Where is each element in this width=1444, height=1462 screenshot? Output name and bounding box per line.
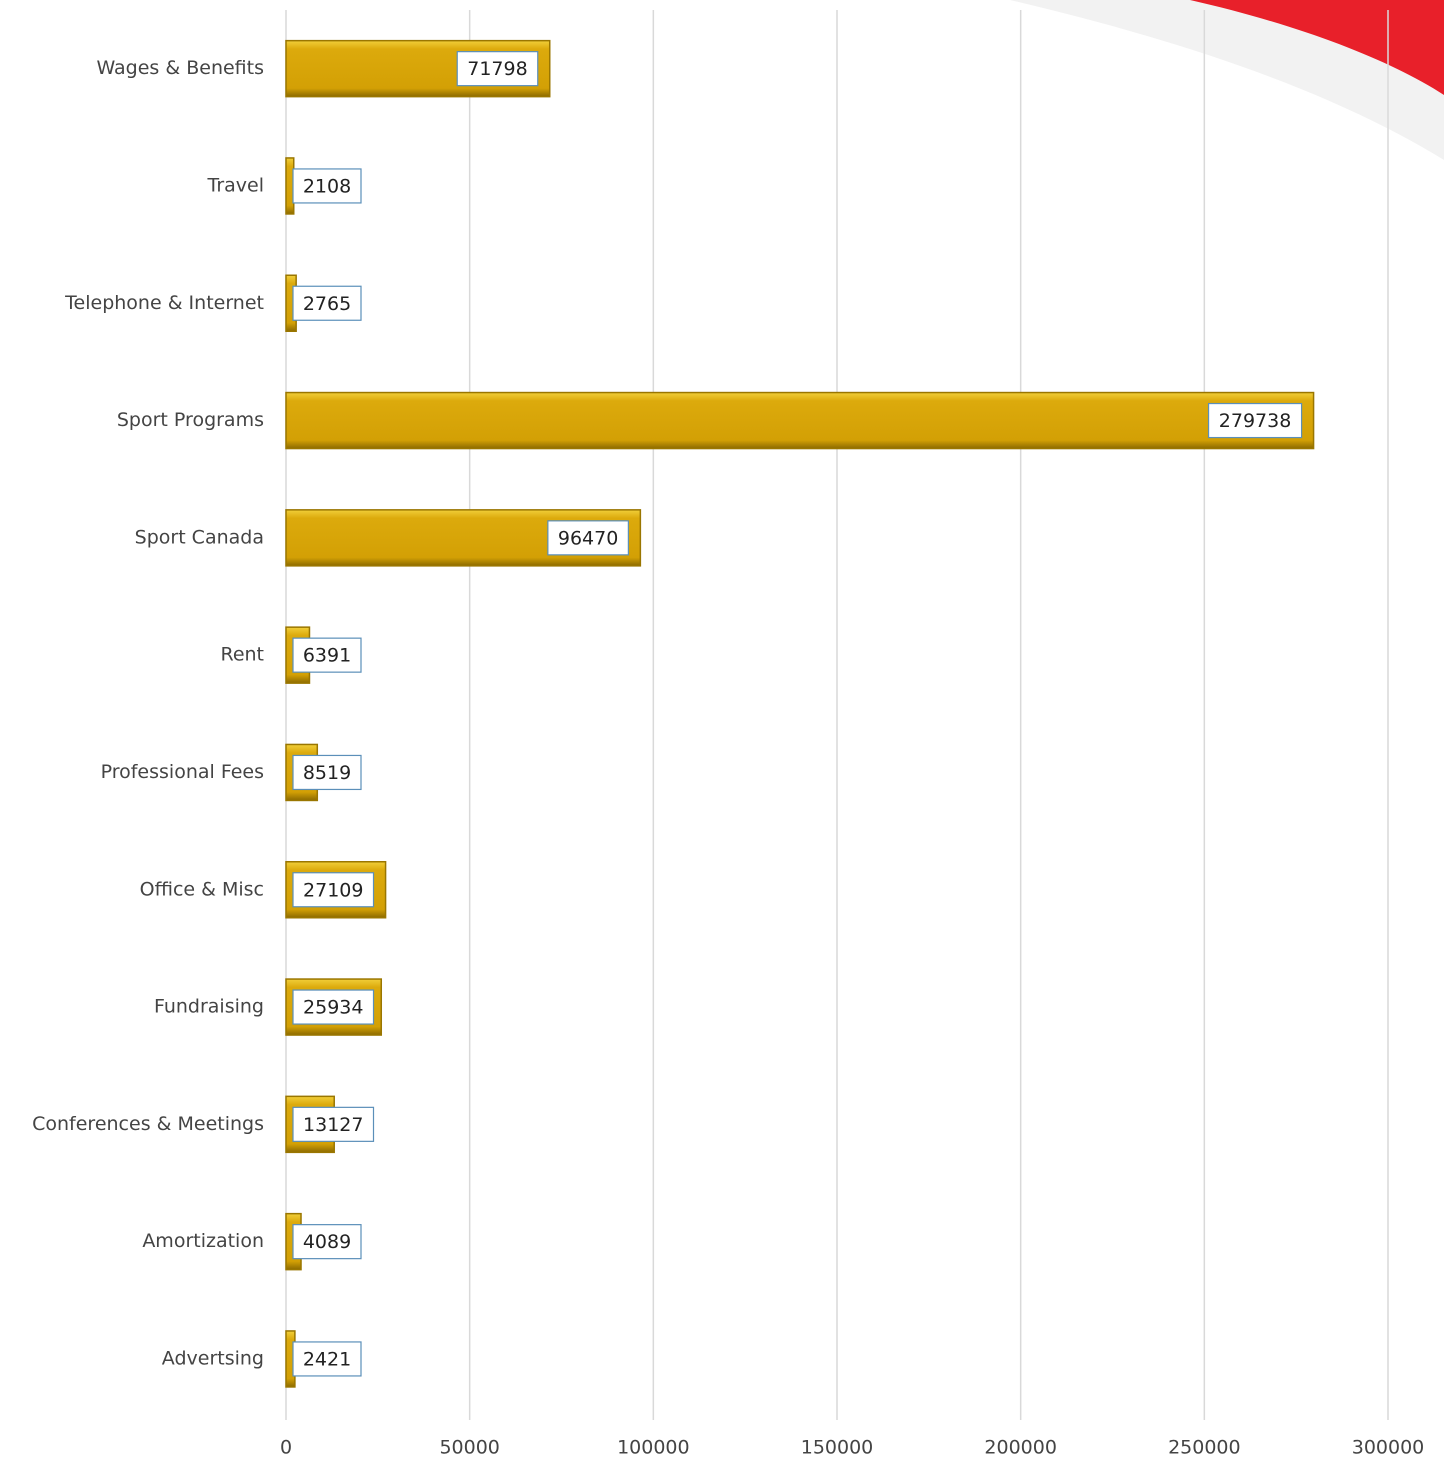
y-tick-label: Office & Misc bbox=[140, 878, 264, 900]
x-tick-label: 250000 bbox=[1168, 1437, 1241, 1459]
data-label-box bbox=[292, 1224, 362, 1260]
data-label-box bbox=[292, 989, 375, 1025]
data-label-box bbox=[292, 637, 362, 673]
y-tick-label: Fundraising bbox=[154, 996, 264, 1018]
y-tick-label: Wages & Benefits bbox=[96, 57, 264, 79]
data-label-box bbox=[292, 872, 375, 908]
x-tick-label: 200000 bbox=[984, 1437, 1057, 1459]
x-tick-label: 300000 bbox=[1352, 1437, 1425, 1459]
data-label-box bbox=[292, 1341, 362, 1377]
data-label: 27109 bbox=[303, 879, 363, 901]
y-tick-label: Conferences & Meetings bbox=[32, 1113, 264, 1135]
x-tick-label: 100000 bbox=[617, 1437, 690, 1459]
data-label: 2108 bbox=[303, 175, 351, 197]
data-label: 2421 bbox=[303, 1348, 351, 1370]
y-tick-label: Professional Fees bbox=[101, 761, 264, 783]
data-label: 8519 bbox=[303, 762, 351, 784]
data-label: 2765 bbox=[303, 293, 351, 315]
y-tick-label: Sport Canada bbox=[135, 526, 264, 548]
x-tick-label: 150000 bbox=[801, 1437, 874, 1459]
x-tick-label: 0 bbox=[280, 1437, 292, 1459]
data-label-box bbox=[456, 51, 539, 87]
bar bbox=[285, 391, 1315, 450]
y-tick-label: Rent bbox=[220, 644, 264, 666]
data-label: 4089 bbox=[303, 1231, 351, 1253]
y-tick-label: Sport Programs bbox=[117, 409, 264, 431]
plot-area: 0 50000 100000 150000 200000 250000 300000 Wage… bbox=[32, 10, 1424, 1459]
data-label-box bbox=[292, 754, 362, 791]
data-label: 13127 bbox=[303, 1114, 363, 1136]
y-tick-label: Amortization bbox=[142, 1230, 264, 1252]
data-label: 25934 bbox=[303, 997, 363, 1019]
data-label-box bbox=[547, 520, 629, 556]
data-label-box bbox=[292, 285, 362, 321]
data-label-box bbox=[1207, 402, 1303, 439]
y-tick-label: Travel bbox=[207, 174, 264, 196]
data-label: 71798 bbox=[467, 58, 527, 80]
data-label: 279738 bbox=[1219, 410, 1292, 432]
x-tick-label: 50000 bbox=[439, 1437, 499, 1459]
decor-swoosh bbox=[1190, 0, 1444, 95]
data-label-box bbox=[292, 1106, 375, 1142]
data-label: 96470 bbox=[558, 527, 618, 549]
data-label-box bbox=[292, 168, 362, 204]
data-label: 6391 bbox=[303, 645, 351, 667]
y-tick-label: Telephone & Internet bbox=[64, 292, 264, 314]
y-tick-label: Advertsing bbox=[162, 1347, 264, 1369]
